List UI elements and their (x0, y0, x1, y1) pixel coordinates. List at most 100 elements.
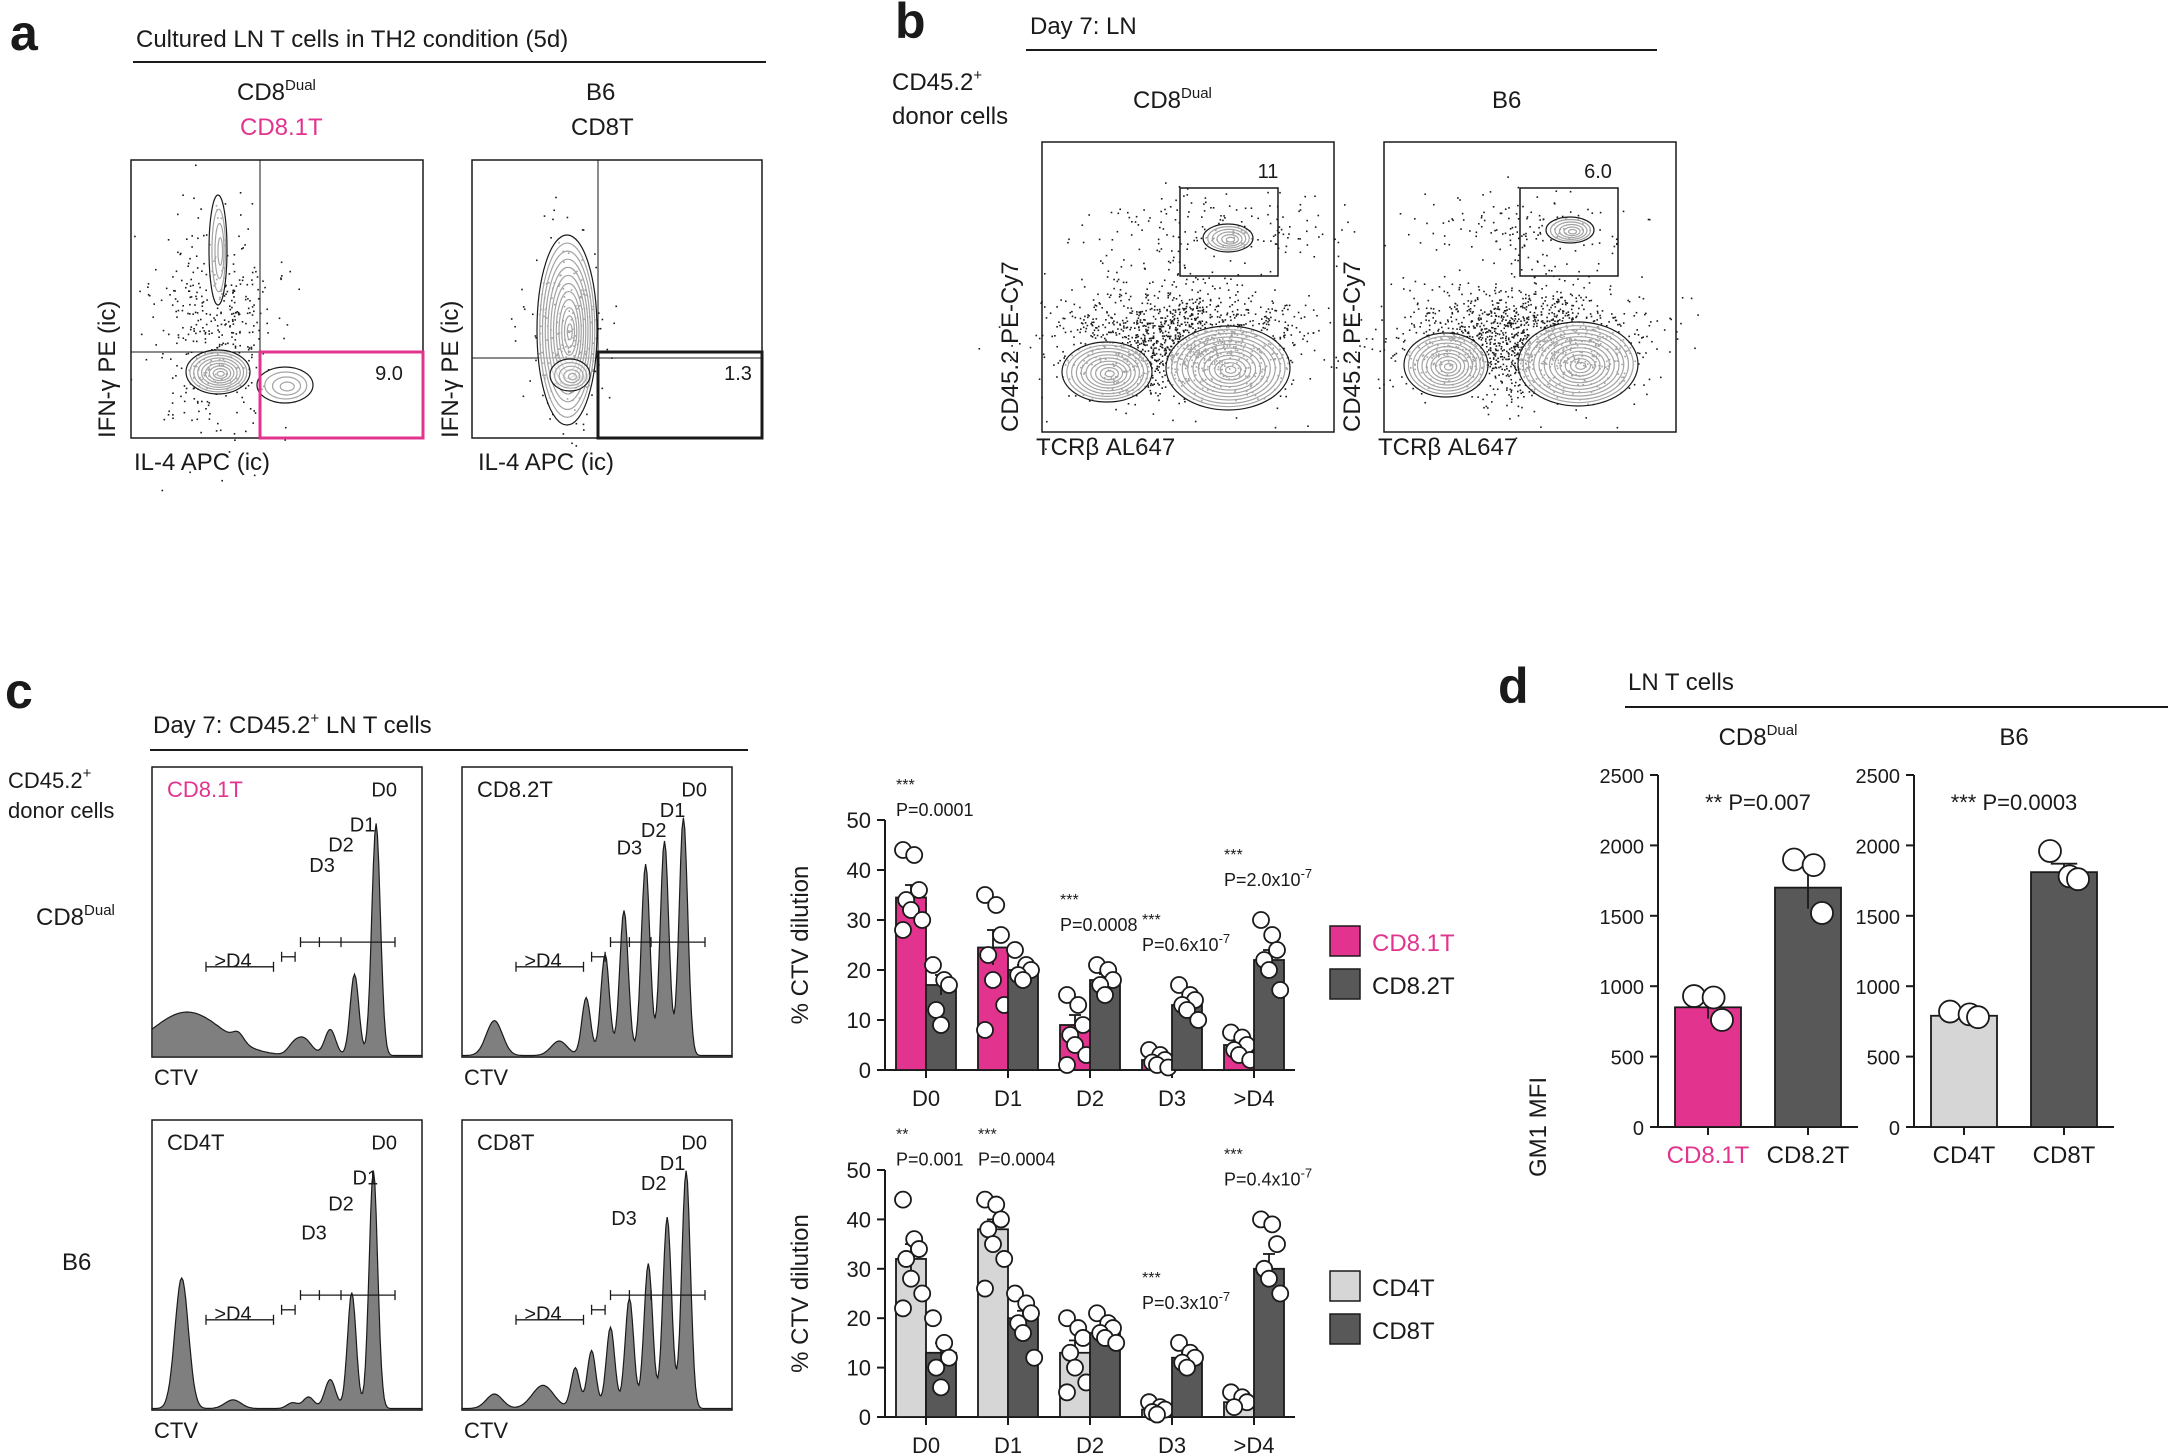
event-dot (1669, 351, 1671, 353)
event-dot (1246, 308, 1249, 311)
event-dot (188, 290, 190, 292)
event-dot (1267, 321, 1269, 323)
event-dot (1093, 334, 1096, 336)
event-dot (1424, 193, 1426, 195)
event-dot (1647, 218, 1650, 221)
event-dot (1096, 327, 1098, 329)
panel-b-row-label-1: CD45.2+ (892, 67, 982, 96)
y-tick-label: 10 (847, 1356, 871, 1381)
event-dot (1167, 324, 1170, 326)
event-dot (203, 262, 205, 265)
data-point (995, 1250, 1014, 1268)
event-dot (1490, 311, 1493, 313)
event-dot (1568, 314, 1570, 316)
event-dot (1509, 374, 1512, 376)
event-dot (1155, 341, 1158, 343)
event-dot (521, 288, 523, 291)
event-dot (1512, 233, 1514, 235)
event-dot (1163, 370, 1165, 372)
event-dot (1128, 298, 1130, 301)
event-dot (1169, 312, 1172, 314)
event-dot (1420, 393, 1423, 395)
event-dot (1276, 407, 1279, 410)
event-dot (1510, 317, 1513, 319)
event-dot (1538, 226, 1540, 229)
event-dot (1520, 269, 1523, 271)
event-dot (1129, 312, 1131, 314)
event-dot (289, 270, 291, 273)
event-dot (1612, 316, 1614, 319)
event-dot (258, 338, 260, 340)
event-dot (1192, 308, 1194, 310)
data-point (1061, 1343, 1080, 1362)
event-dot (1491, 401, 1493, 403)
event-dot (1136, 334, 1139, 336)
event-dot (1064, 355, 1066, 357)
event-dot (234, 319, 236, 321)
event-dot (1548, 309, 1551, 311)
event-dot (1173, 297, 1175, 299)
event-dot (205, 234, 208, 236)
event-dot (1614, 316, 1617, 319)
event-dot (1084, 315, 1086, 318)
event-dot (1535, 282, 1537, 285)
event-dot (1147, 329, 1149, 331)
event-dot (1508, 217, 1510, 220)
event-dot (190, 351, 193, 353)
event-dot (1183, 264, 1186, 267)
event-dot (1365, 338, 1368, 340)
event-dot (1494, 327, 1497, 330)
event-dot (201, 310, 204, 312)
event-dot (246, 312, 249, 315)
event-dot (1174, 311, 1177, 313)
event-dot (1159, 226, 1161, 229)
event-dot (1442, 330, 1444, 333)
event-dot (1485, 332, 1487, 334)
event-dot (1535, 316, 1537, 319)
event-dot (1525, 235, 1527, 237)
event-dot (197, 237, 199, 240)
event-dot (1202, 310, 1204, 312)
event-dot (1176, 317, 1179, 320)
data-point (1096, 986, 1114, 1004)
event-dot (1150, 384, 1152, 387)
event-dot (1402, 277, 1405, 279)
event-dot (1588, 300, 1591, 302)
event-dot (1401, 376, 1403, 378)
event-dot (205, 313, 208, 315)
event-dot (218, 336, 220, 338)
event-dot (134, 235, 136, 238)
event-dot (1553, 313, 1556, 315)
event-dot (1263, 315, 1266, 318)
event-dot (1071, 315, 1074, 318)
event-dot (1469, 230, 1471, 232)
event-dot (529, 380, 531, 382)
event-dot (251, 356, 253, 359)
event-dot (1494, 312, 1496, 314)
event-dot (1165, 320, 1168, 322)
data-point (1268, 941, 1286, 959)
event-dot (1130, 264, 1133, 267)
event-dot (1197, 278, 1199, 281)
event-dot (1533, 315, 1536, 317)
event-dot (1530, 303, 1532, 306)
event-dot (1499, 212, 1502, 215)
event-dot (1113, 323, 1115, 326)
event-dot (1489, 357, 1491, 360)
event-dot (1170, 322, 1173, 325)
contour-ring (185, 349, 251, 395)
event-dot (1231, 304, 1234, 306)
event-dot (227, 320, 230, 323)
event-dot (1106, 276, 1109, 278)
event-dot (1126, 320, 1129, 323)
event-dot (1508, 348, 1511, 351)
event-dot (1497, 302, 1500, 304)
event-dot (1404, 339, 1406, 342)
event-dot (1237, 291, 1239, 293)
event-dot (1279, 338, 1282, 340)
event-dot (189, 285, 192, 287)
data-point (902, 901, 920, 919)
event-dot (1189, 306, 1191, 309)
event-dot (1106, 293, 1109, 295)
